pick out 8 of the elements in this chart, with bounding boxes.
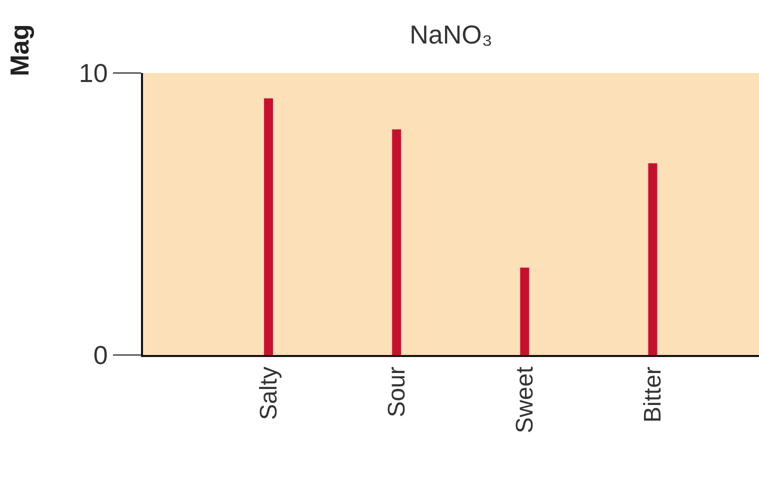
y-axis-title: Mag [4,24,34,76]
x-tick-label: Salty [255,366,282,420]
y-tick-label: 0 [93,340,108,370]
chart-title: NaNO₃ [410,19,492,50]
y-tick-label: 10 [78,58,108,88]
x-tick-label: Sour [383,366,410,418]
x-tick-label: Sweet [511,366,538,434]
x-tick-label: Bitter [640,366,666,423]
